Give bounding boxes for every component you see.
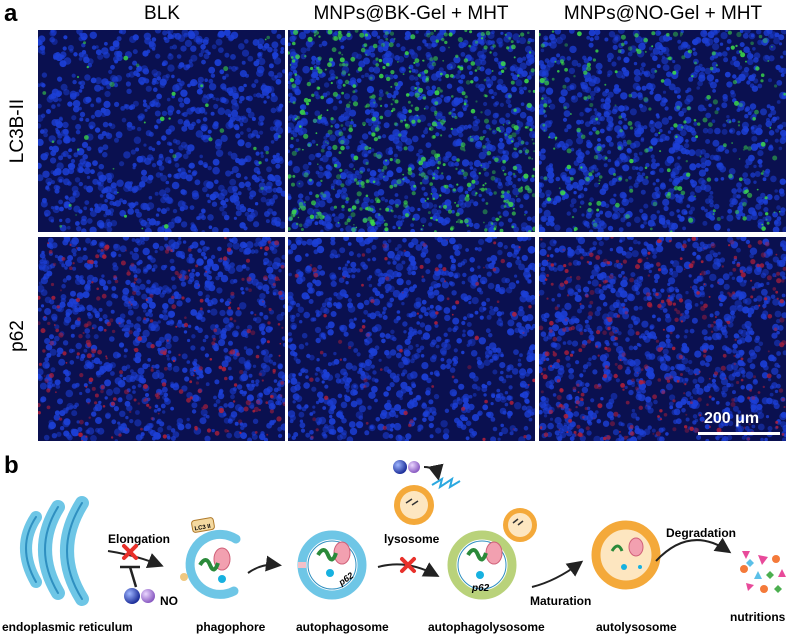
- micrograph-p62-no-gel: [539, 237, 786, 441]
- nutritions-icon: [740, 551, 786, 593]
- block-x-icon: [122, 544, 138, 560]
- label-autophagolysosome: autophagolysosome: [428, 620, 545, 634]
- scale-bar-line: [698, 432, 780, 435]
- row-title-lc3b: LC3B-II: [7, 98, 28, 164]
- panel-a-letter: a: [4, 0, 18, 27]
- column-title-no-gel: MNPs@NO-Gel + MHT: [563, 3, 763, 24]
- label-no: NO: [160, 594, 178, 608]
- phagophore-icon: [180, 529, 241, 599]
- autophagy-schematic: endoplasmic reticulum Elongation NO LC3 …: [2, 460, 786, 634]
- label-nutritions: nutritions: [730, 610, 786, 624]
- column-title-blk: BLK: [144, 3, 180, 24]
- label-lysosome: lysosome: [384, 532, 440, 546]
- autophagosome-icon: p62: [297, 530, 367, 600]
- label-maturation: Maturation: [530, 594, 591, 608]
- no-molecule-icon: [124, 588, 140, 604]
- label-lc3: LC3 II: [194, 524, 211, 533]
- micrograph-lc3b-no-gel: [539, 30, 786, 232]
- scale-bar-label: 200 μm: [704, 410, 760, 427]
- endoplasmic-reticulum-icon: [20, 496, 89, 606]
- block-x-icon-2: [400, 557, 416, 573]
- panel-b-letter: b: [4, 452, 19, 479]
- label-autolysosome: autolysosome: [596, 620, 677, 634]
- inhibition-icon: [120, 565, 140, 588]
- label-elongation: Elongation: [108, 532, 170, 546]
- lightning-icon: [431, 476, 461, 490]
- micrograph-lc3b-bk-gel: [288, 30, 535, 232]
- row-title-p62: p62: [7, 320, 28, 352]
- lysosome-icon: [394, 485, 434, 525]
- autophagolysosome-icon: p62: [447, 508, 537, 600]
- label-p62: p62: [471, 583, 490, 594]
- micrograph-p62-blk: [38, 237, 285, 441]
- micrograph-p62-bk-gel: [288, 237, 535, 441]
- label-er: endoplasmic reticulum: [2, 620, 133, 634]
- label-autophagosome: autophagosome: [296, 620, 389, 634]
- autolysosome-icon: [591, 520, 661, 590]
- micrograph-lc3b-blk: [38, 30, 285, 232]
- label-degradation: Degradation: [666, 526, 736, 540]
- no-molecule-top-icon: [393, 460, 407, 474]
- column-title-bk-gel: MNPs@BK-Gel + MHT: [313, 3, 509, 24]
- label-phagophore: phagophore: [196, 620, 266, 634]
